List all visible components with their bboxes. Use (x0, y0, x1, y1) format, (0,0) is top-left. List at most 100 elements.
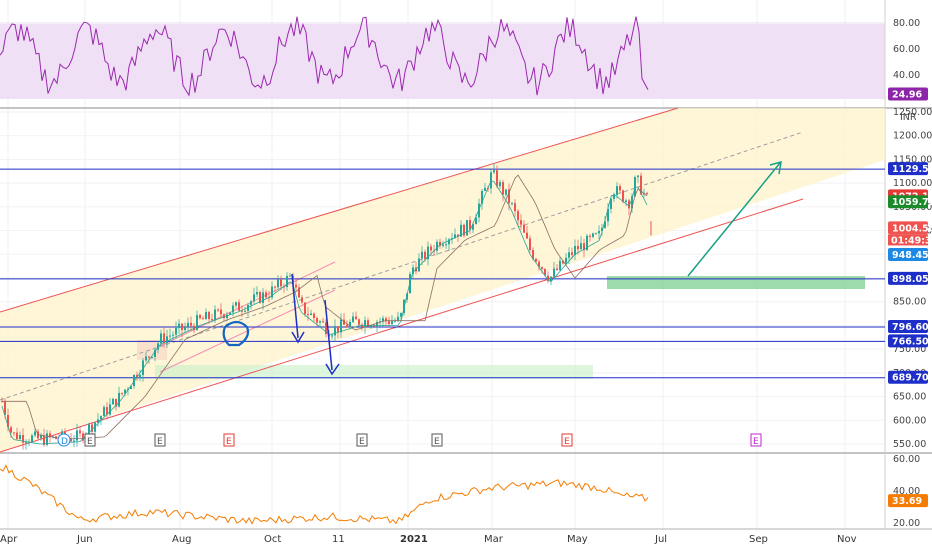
dividend-marker[interactable] (57, 433, 71, 447)
candle-body (307, 314, 309, 316)
earnings-marker[interactable] (561, 433, 573, 447)
candle-body (160, 333, 162, 344)
candle-body (577, 245, 579, 250)
price-badge (888, 221, 928, 235)
price-tick-label: 1200.00 (893, 131, 932, 142)
price-badge-label: 1129.55 (892, 164, 932, 175)
candle-body (271, 286, 273, 298)
price-tick-label: 1150.00 (893, 154, 932, 165)
earnings-marker[interactable] (431, 433, 443, 447)
rsi-value-badge-label: 24.96 (892, 90, 922, 101)
candle-body (91, 424, 93, 432)
earnings-marker[interactable] (356, 433, 368, 447)
candle-body (505, 189, 507, 195)
earnings-marker[interactable] (223, 433, 235, 447)
candle-body (217, 309, 219, 311)
price-tick-label: 650.00 (893, 392, 926, 403)
price-badge (888, 320, 928, 334)
candle-body (43, 435, 45, 446)
candle-body (259, 292, 261, 303)
candle-body (304, 302, 306, 315)
candle-body (646, 193, 648, 195)
candle-body (637, 175, 639, 178)
candle-body (220, 309, 222, 315)
earnings-marker[interactable] (154, 433, 166, 447)
candle-body (460, 224, 462, 237)
candle-body (574, 245, 576, 256)
earnings-marker[interactable] (84, 433, 96, 447)
candle-body (178, 323, 180, 328)
candle-body (589, 235, 591, 237)
indicator-value-badge-label: 33.69 (892, 496, 922, 507)
indicator-tick-label: 40.00 (893, 486, 920, 497)
price-badge (888, 162, 928, 176)
candle-body (76, 430, 78, 441)
candle-body (640, 175, 642, 195)
countdown-label: 01:49:32 (891, 235, 932, 246)
event-marker-label: E (564, 437, 570, 447)
candle-body (517, 211, 519, 221)
candle-body (169, 335, 171, 337)
candle-body (496, 170, 498, 187)
candle-body (388, 321, 390, 325)
candle-body (193, 325, 195, 330)
candle-body (397, 316, 399, 321)
rsi-tick-label: 40.00 (893, 70, 920, 81)
event-marker-label: E (359, 437, 365, 447)
candle-body (181, 323, 183, 331)
candle-body (115, 398, 117, 407)
earnings-marker[interactable] (750, 433, 762, 447)
event-marker-label: E (87, 437, 93, 447)
candle-body (634, 177, 636, 197)
indicator-tick-label: 60.00 (893, 454, 920, 465)
candle-body (226, 314, 228, 319)
candle-body (166, 336, 168, 344)
candle-body (385, 318, 387, 322)
candle-body (514, 203, 516, 212)
candle-body (262, 292, 264, 303)
event-marker-label: E (226, 437, 232, 447)
event-marker-label: E (157, 437, 163, 447)
candle-body (19, 435, 21, 440)
candle-body (622, 190, 624, 202)
candle-body (526, 232, 528, 239)
candle-body (142, 360, 144, 376)
candle-body (124, 389, 126, 394)
candle-body (232, 305, 234, 313)
x-axis-ticks: Apr Jun Aug Oct 11 2021 Mar May Jul Sep Nov (0, 534, 857, 545)
candle-body (391, 321, 393, 325)
candle-body (280, 279, 282, 287)
candle-body (325, 322, 327, 335)
candle-body (493, 170, 495, 173)
arrow-down-1 (291, 273, 305, 344)
candle-body (25, 442, 27, 444)
candle-body (601, 227, 603, 231)
candle-body (625, 200, 627, 202)
candle-body (490, 172, 492, 189)
candle-body (442, 244, 444, 246)
candle-body (322, 321, 324, 323)
candle-body (97, 419, 99, 423)
candle-body (604, 221, 606, 228)
candle-body (364, 320, 366, 327)
candle-body (481, 190, 483, 204)
candle-body (172, 334, 174, 336)
candle-body (130, 386, 132, 390)
candle-body (583, 243, 585, 251)
candle-body (265, 292, 267, 298)
candle-body (151, 356, 153, 358)
price-badge (888, 370, 928, 384)
candle-body (355, 316, 357, 320)
candle-body (289, 275, 291, 277)
indicator-line (0, 464, 649, 525)
candle-body (400, 313, 402, 317)
x-tick-label: Oct (264, 534, 281, 545)
candle-body (586, 235, 588, 251)
indicator-tick-label: 20.00 (893, 518, 920, 529)
candle-body (373, 325, 375, 327)
candle-body (457, 234, 459, 237)
rsi-line (0, 16, 649, 97)
candle-body (484, 187, 486, 191)
